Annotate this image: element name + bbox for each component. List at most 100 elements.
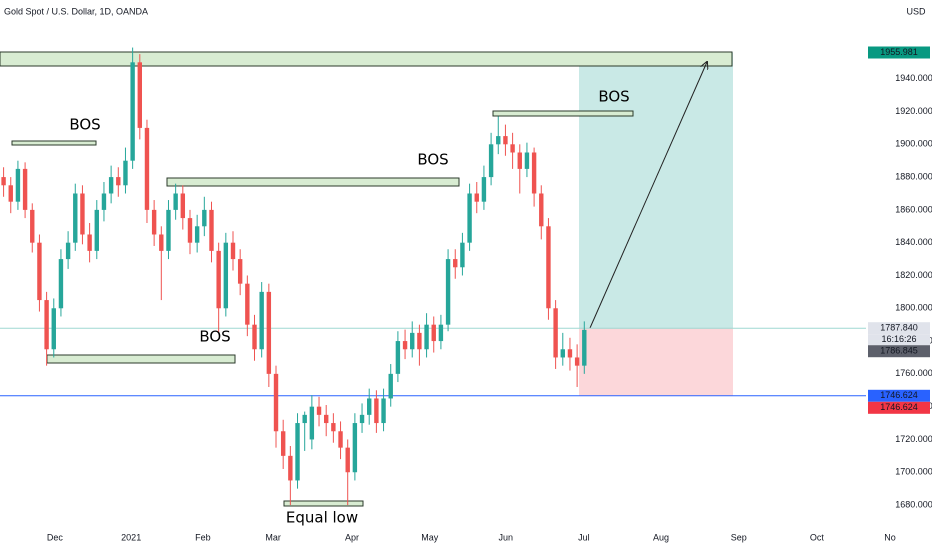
x-tick-label: Oct (810, 532, 825, 542)
line-label-bg (868, 389, 930, 402)
candle-body (424, 324, 429, 350)
candle-body (460, 242, 465, 268)
target-label: 1955.981 (880, 47, 918, 57)
supply-zone (0, 51, 733, 67)
entry-label: 1787.840 (880, 323, 918, 333)
candle-body (531, 152, 537, 194)
line-label: 1746.624 (880, 390, 918, 400)
annotation: BOS (69, 116, 100, 134)
candle-body (108, 177, 114, 194)
x-tick-label: Feb (195, 532, 211, 542)
arrow (589, 62, 707, 329)
x-tick-label: Sep (731, 532, 747, 542)
candle-body (582, 329, 587, 366)
x-tick-label: Apr (345, 532, 359, 542)
bos-zone (46, 354, 236, 364)
candle-body (245, 283, 250, 325)
candle-body (560, 349, 565, 358)
candle-body (309, 406, 315, 440)
candle-body (539, 193, 544, 227)
candle-body (209, 209, 214, 251)
candle-body (30, 209, 35, 243)
candle-body (488, 144, 494, 178)
candle-body (331, 423, 336, 432)
candle-body (187, 218, 193, 243)
candle-body (180, 193, 186, 219)
candle-body (1, 177, 6, 186)
y-tick-label: 1720.000 (895, 434, 932, 444)
candle-body (87, 234, 92, 251)
candle-body (202, 209, 207, 227)
position-tool (579, 52, 733, 396)
candle-body (445, 259, 451, 325)
candle-body (273, 373, 279, 432)
candle-body (237, 259, 243, 284)
candle-body (302, 414, 307, 424)
candle-body (496, 136, 501, 145)
candle-body (130, 62, 135, 161)
candle-body (51, 308, 56, 350)
candle-body (80, 193, 85, 235)
candle-body (324, 414, 329, 424)
x-tick-label: No (884, 532, 896, 542)
bos-zone (166, 177, 460, 187)
x-tick-label: Dec (47, 532, 64, 542)
candle-body (417, 332, 422, 350)
candle-body (101, 193, 107, 210)
chart-title: Gold Spot / U.S. Dollar, 1D, OANDA (4, 6, 148, 16)
candle-body (388, 373, 393, 399)
equal-low-zone (283, 500, 364, 507)
candle-body (151, 209, 157, 235)
candle-body (374, 398, 379, 424)
x-tick-label: Mar (265, 532, 281, 542)
candle-body (252, 324, 257, 350)
candle-body (338, 431, 343, 448)
candle-body (295, 423, 300, 481)
candle-body (367, 398, 372, 415)
candle-body (73, 193, 78, 243)
candle-body (359, 414, 365, 424)
profit-zone (579, 52, 733, 329)
candle-body (503, 136, 508, 145)
annotation: BOS (417, 151, 448, 169)
annotation: BOS (199, 328, 230, 346)
candle-body (546, 226, 551, 309)
y-tick-label: 1760.000 (895, 368, 932, 378)
candle-body (194, 226, 200, 243)
loss-zone (579, 328, 733, 396)
y-tick-label: 1680.000 (895, 499, 932, 509)
candle-body (44, 300, 49, 350)
candle-body (94, 209, 99, 251)
candle-body (474, 193, 479, 202)
y-tick-label: 1940.000 (895, 73, 932, 83)
candle-body (137, 62, 142, 128)
y-tick-label: 1820.000 (895, 270, 932, 280)
candle-body (116, 177, 121, 186)
candle-body (395, 341, 401, 374)
candle-body (481, 177, 487, 202)
candle-body (316, 406, 322, 415)
bos-zone (11, 140, 97, 146)
y-tick-label: 1880.000 (895, 171, 932, 181)
y-tick-label: 1920.000 (895, 106, 932, 116)
y-tick-label: 1840.000 (895, 237, 932, 247)
candle-body (524, 152, 530, 169)
last-price-label: 1786.845 (880, 346, 918, 356)
candle-body (438, 324, 444, 342)
currency: USD (906, 6, 926, 16)
candle-body (467, 193, 472, 243)
candle-body (402, 341, 408, 350)
target-label-bg (868, 46, 930, 59)
x-tick-label: 2021 (121, 532, 141, 542)
x-tick-label: May (421, 532, 439, 542)
candle-body (230, 242, 236, 260)
candle-body (65, 242, 71, 260)
candle-body (517, 152, 522, 169)
x-tick-label: Jun (499, 532, 514, 542)
annotation: BOS (598, 88, 629, 106)
candle-body (166, 209, 171, 251)
stop-label-bg (868, 401, 930, 414)
candle-body (410, 332, 415, 350)
candle-body (173, 193, 178, 210)
